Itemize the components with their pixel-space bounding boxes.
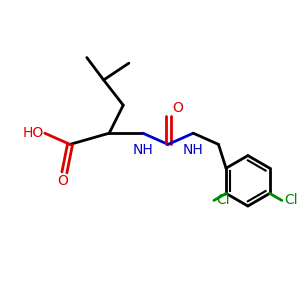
Text: O: O bbox=[172, 101, 183, 115]
Text: Cl: Cl bbox=[285, 194, 298, 207]
Text: NH: NH bbox=[133, 143, 153, 157]
Text: NH: NH bbox=[183, 143, 204, 157]
Text: Cl: Cl bbox=[217, 194, 230, 207]
Text: HO: HO bbox=[22, 126, 44, 140]
Text: O: O bbox=[58, 174, 68, 188]
